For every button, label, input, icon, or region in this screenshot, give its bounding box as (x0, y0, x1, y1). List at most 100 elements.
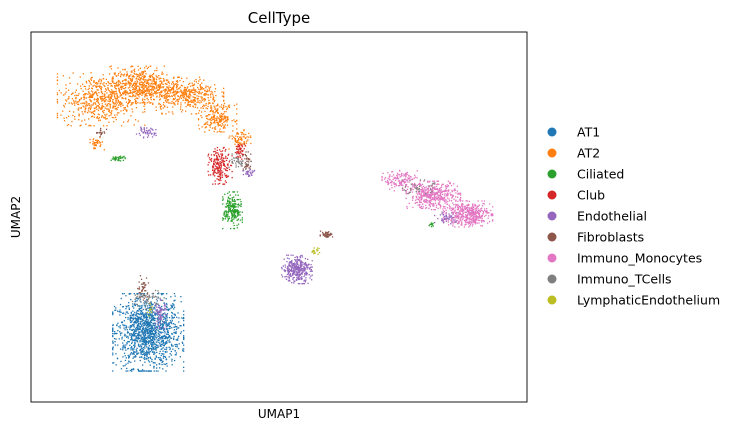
point (119, 331, 121, 333)
point (79, 76, 81, 78)
point (141, 340, 143, 343)
point (396, 177, 398, 179)
point (141, 296, 143, 298)
point (138, 352, 140, 354)
point (299, 273, 301, 275)
point (145, 318, 147, 321)
point (291, 270, 293, 273)
point (63, 94, 65, 96)
point (425, 204, 427, 207)
point (291, 269, 293, 271)
point (96, 92, 98, 95)
point (162, 337, 164, 339)
point (145, 328, 148, 330)
point (100, 98, 102, 100)
point (147, 335, 149, 337)
point (427, 181, 429, 183)
point (287, 269, 289, 271)
point (440, 198, 442, 200)
point (426, 195, 428, 197)
point (157, 329, 159, 332)
point (129, 316, 132, 319)
point (146, 327, 148, 329)
point (183, 370, 185, 372)
point (144, 370, 146, 372)
point (124, 346, 126, 348)
point (422, 195, 424, 197)
point (167, 79, 169, 81)
point (238, 138, 240, 140)
point (141, 99, 144, 101)
point (215, 159, 217, 161)
point (159, 307, 161, 309)
point (147, 351, 149, 353)
point (153, 328, 155, 330)
point (240, 148, 242, 150)
point (105, 115, 107, 117)
point (142, 87, 144, 89)
point (205, 87, 207, 89)
point (145, 314, 148, 317)
point (115, 156, 117, 158)
point (304, 280, 306, 282)
point (210, 119, 212, 122)
series-at2 (56, 65, 252, 151)
point (291, 274, 294, 276)
point (122, 85, 124, 88)
point (165, 340, 167, 343)
point (157, 318, 159, 320)
point (92, 104, 94, 106)
point (140, 307, 142, 310)
point (160, 293, 162, 295)
point (125, 311, 127, 313)
point (233, 218, 235, 220)
point (434, 214, 436, 217)
point (236, 227, 238, 229)
point (207, 118, 209, 120)
point (148, 85, 150, 87)
point (173, 335, 175, 338)
point (297, 259, 299, 262)
point (243, 134, 245, 136)
point (112, 335, 114, 337)
point (120, 105, 122, 107)
point (303, 262, 306, 265)
point (231, 120, 233, 122)
point (298, 275, 300, 277)
point (177, 337, 179, 339)
point (162, 83, 164, 85)
point (162, 316, 164, 318)
point (161, 363, 163, 366)
point (187, 103, 189, 105)
point (146, 324, 148, 326)
point (95, 142, 97, 144)
point (113, 337, 116, 340)
point (229, 207, 232, 210)
point (213, 115, 215, 117)
point (246, 160, 248, 162)
point (218, 130, 220, 132)
point (134, 85, 136, 87)
point (201, 87, 203, 89)
point (115, 353, 117, 355)
point (135, 89, 137, 91)
point (189, 91, 191, 93)
point (166, 338, 169, 340)
point (237, 152, 239, 154)
point (185, 89, 187, 92)
point (123, 113, 125, 115)
point (138, 88, 140, 90)
point (116, 85, 118, 87)
point (140, 348, 142, 351)
point (219, 182, 221, 185)
point (139, 74, 141, 76)
point (184, 89, 186, 91)
point (118, 72, 120, 75)
point (214, 163, 216, 165)
point (223, 163, 225, 165)
point (223, 168, 225, 170)
point (143, 325, 145, 327)
point (128, 341, 130, 343)
point (185, 98, 187, 100)
point (427, 188, 430, 190)
